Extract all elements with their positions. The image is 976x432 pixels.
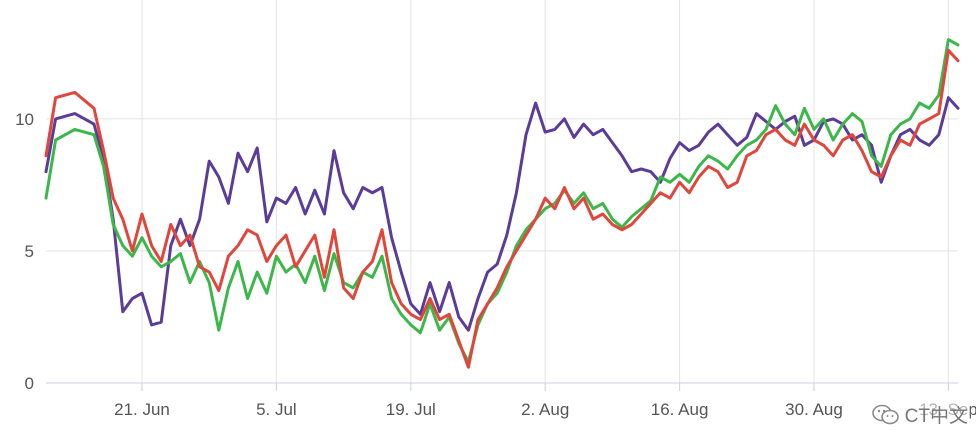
y-tick-label: 0 [25, 374, 34, 393]
y-tick-label: 5 [25, 242, 34, 261]
series-line-3 [44, 48, 960, 369]
wechat-icon [871, 404, 899, 424]
x-tick-label: 5. Jul [256, 400, 297, 419]
x-tick-label: 2. Aug [521, 400, 569, 419]
x-tick-label: 21. Jun [114, 400, 170, 419]
watermark: CT中文 [868, 401, 970, 428]
x-tick-label: 16. Aug [651, 400, 709, 419]
series-line-2 [44, 38, 960, 364]
series-lines [44, 38, 960, 369]
x-tick-label: 30. Aug [785, 400, 843, 419]
gridlines [46, 0, 958, 391]
series-line-1 [44, 96, 960, 332]
watermark-text: CT中文 [904, 406, 968, 427]
y-tick-label: 10 [15, 110, 34, 129]
x-tick-label: 19. Jul [386, 400, 436, 419]
